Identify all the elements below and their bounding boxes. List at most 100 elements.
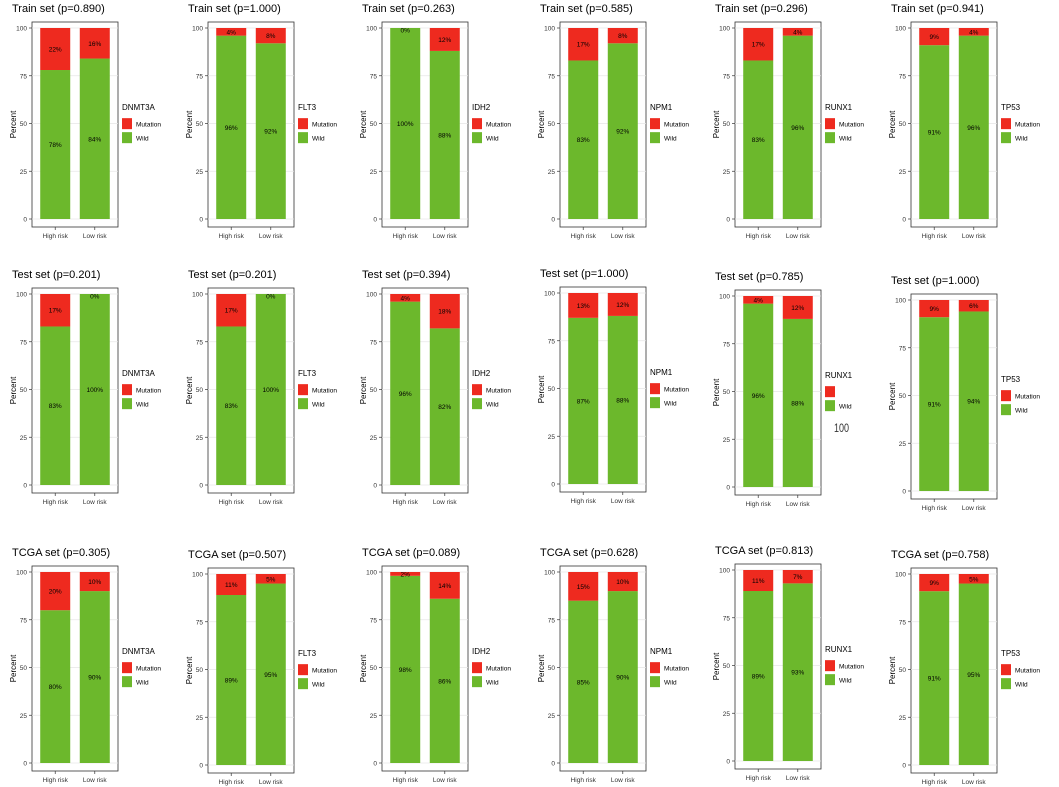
legend-label-wild: Wild [664,401,677,408]
legend-label-wild: Wild [1015,136,1028,143]
bar-mutation [919,300,950,318]
data-label-mutation: 17% [49,308,62,315]
legend: RUNX1 Mutation Wild [825,103,864,144]
legend-label-wild: Wild [664,136,677,143]
legend: TP53 Mutation Wild [1001,103,1040,144]
plot-area: 0 25 50 75 100 91% 9% High risk 94% 6% Low risk [895,293,998,512]
plot-area: 0 25 50 75 100 80% 20% High risk 90% 10% Low risk [16,565,119,784]
chart-title: Test set (p=0.201) [12,269,100,281]
y-tick-label: 0 [902,763,906,770]
x-tick-label: High risk [922,779,948,786]
y-tick-label: 0 [199,483,203,490]
x-tick-label: High risk [922,233,948,240]
legend-label-mutation: Mutation [1015,668,1040,675]
bar-mutation [782,28,813,36]
y-tick-label: 50 [20,121,28,128]
y-tick-label: 25 [899,715,907,722]
legend-label-mutation: Mutation [312,668,337,675]
chart-panel-4: Train set (p=0.585) 0 25 50 75 100 83% 17% High … [537,3,689,240]
bar-wild [255,43,286,219]
bar-wild [40,70,71,219]
legend-swatch-mutation [472,118,482,130]
bar-wild [390,301,421,485]
legend-title: TP53 [1001,649,1021,658]
bar-wild [782,583,813,761]
plot-area: 0 25 50 75 100 83% 17% High risk 92% 8% Low risk [544,21,647,240]
legend-label-mutation: Mutation [136,388,161,395]
chart-panel-16: TCGA set (p=0.628) 0 25 50 75 100 85% 15% High r… [537,547,689,784]
data-label-mutation: 14% [438,583,451,590]
y-tick-label: 25 [20,169,28,176]
y-tick-label: 75 [899,619,907,626]
chart-panel-15: TCGA set (p=0.089) 0 25 50 75 100 98% 2% High ri… [359,547,511,784]
y-axis-label: Percent [537,654,546,682]
legend-title: NPM1 [650,647,673,656]
data-label-mutation: 11% [225,582,238,589]
x-tick-label: Low risk [259,779,284,786]
bar-mutation [919,574,950,592]
chart-title: Test set (p=0.394) [362,269,450,281]
bar-mutation [216,294,247,327]
y-tick-label: 75 [370,339,378,346]
legend-swatch-mutation [650,662,660,674]
data-label-wild: 93% [791,670,804,677]
data-label-wild: 84% [88,136,101,143]
data-label-mutation: 13% [577,303,590,310]
bar-wild [782,318,813,487]
bar-mutation [40,572,71,611]
data-label-wild: 83% [225,403,238,410]
x-tick-label: High risk [43,777,69,784]
bar-mutation [429,28,460,51]
bar-wild [958,311,989,491]
data-label-mutation: 4% [969,29,979,36]
data-label-wild: 80% [49,684,62,691]
x-tick-label: Low risk [786,775,811,782]
chart-panel-12: Test set (p=1.000) 0 25 50 75 100 91% 9% High ri… [888,275,1040,512]
legend: RUNX1 Mutation Wild [825,645,864,686]
data-label-wild: 85% [577,679,590,686]
y-tick-label: 100 [192,292,203,299]
legend-swatch-wild [650,397,660,409]
legend-label-wild: Wild [664,680,677,687]
bar-mutation [743,28,774,61]
y-axis-label: Percent [712,652,721,680]
plot-area: 0 25 50 75 100 83% 17% High risk 96% 4% Low risk [719,21,822,240]
y-tick-label: 100 [16,292,27,299]
bar-mutation [743,570,774,592]
y-tick-label: 0 [726,759,730,766]
data-label-mutation: 4% [754,297,764,304]
legend-label-wild: Wild [136,402,149,409]
bar-wild [919,591,950,765]
bar-mutation [958,300,989,312]
legend-swatch-mutation [298,118,308,130]
x-tick-label: Low risk [259,499,284,506]
data-label-wild: 96% [791,125,804,132]
x-tick-label: High risk [393,777,419,784]
y-tick-label: 50 [20,665,28,672]
data-label-wild: 98% [399,667,412,674]
x-tick-label: High risk [43,233,69,240]
legend-swatch-mutation [825,660,835,672]
plot-area: 0 25 50 75 100 89% 11% High risk 95% 5% Low risk [192,567,295,786]
bar-mutation [216,574,247,596]
data-label-mutation: 2% [401,571,411,578]
y-tick-label: 100 [895,298,906,305]
x-tick-label: High risk [219,499,245,506]
plot-area: 0 25 50 75 100 100% 0% High risk 88% 12% Low risk [366,21,469,240]
y-tick-label: 75 [899,73,907,80]
data-label-mutation: 10% [616,579,629,586]
legend-title: FLT3 [298,649,317,658]
bar-mutation [919,28,950,46]
chart-panel-6: Train set (p=0.941) 0 25 50 75 100 91% 9% High r… [888,3,1040,240]
legend-swatch-wild [472,676,482,688]
bar-wild [607,315,638,484]
y-tick-label: 25 [196,435,204,442]
bar-mutation [607,572,638,592]
y-tick-label: 75 [196,619,204,626]
legend-swatch-mutation [298,384,308,396]
chart-title: Test set (p=1.000) [540,268,628,280]
y-axis-label: Percent [9,654,18,682]
legend: IDH2 Mutation Wild [472,369,511,410]
x-tick-label: High risk [571,777,597,784]
bar-wild [743,303,774,487]
